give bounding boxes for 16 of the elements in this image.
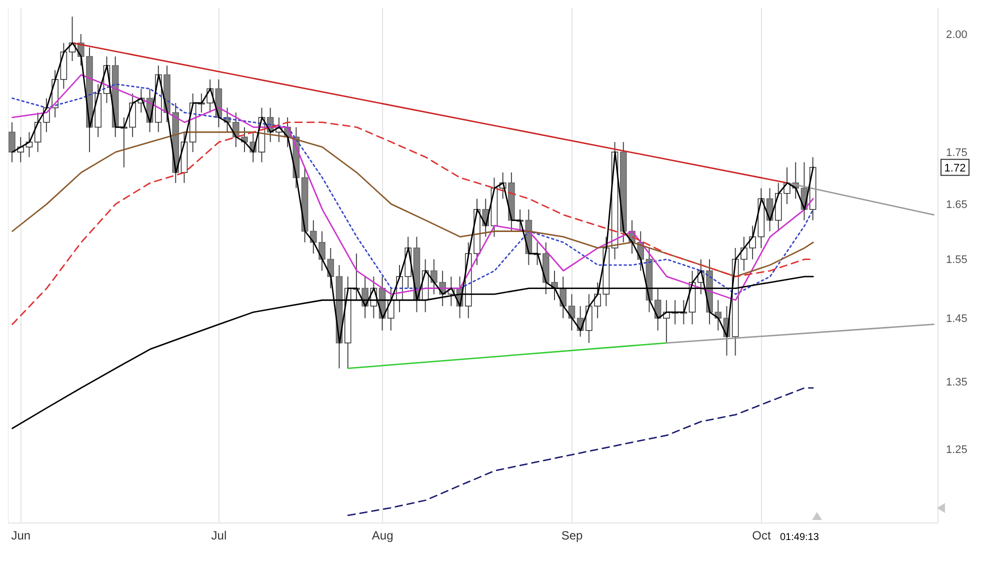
text: 01:49:13	[780, 532, 819, 543]
candlestick	[8, 122, 16, 163]
y-tick-label: 1.35	[946, 376, 968, 388]
y-tick-label: 1.25	[946, 444, 968, 456]
x-tick-label: Oct	[752, 528, 772, 543]
x-tick-label: Jun	[11, 528, 31, 543]
y-tick-label: 1.45	[946, 313, 968, 326]
y-tick-label: 1.75	[946, 146, 968, 159]
y-tick-label: 1.65	[946, 198, 968, 211]
x-tick-label: Sep	[561, 528, 584, 543]
y-tick-label: 2.00	[946, 29, 968, 42]
x-tick-label: Jul	[211, 528, 227, 543]
annotation: 1.72	[944, 162, 966, 174]
x-tick-label: Aug	[372, 528, 394, 543]
line-series	[347, 387, 814, 516]
y-tick-label: 1.55	[946, 254, 968, 266]
